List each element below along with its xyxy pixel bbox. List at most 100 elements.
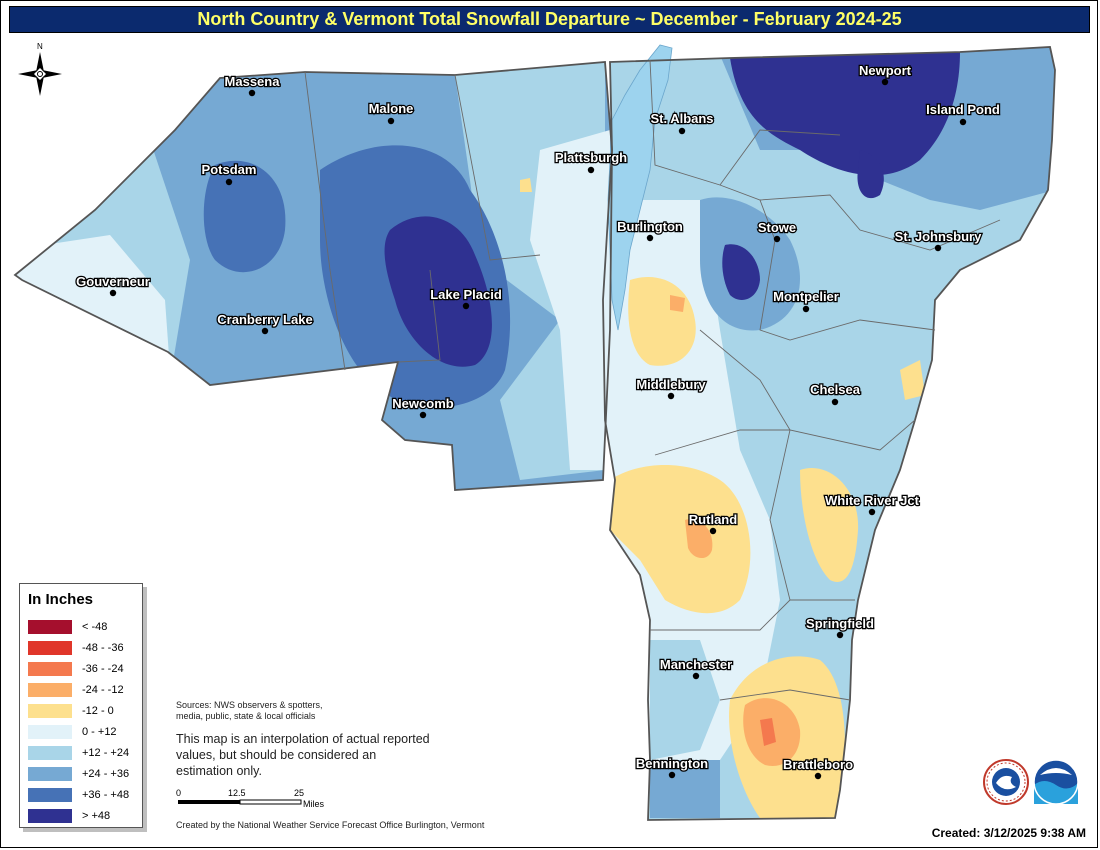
- created-date: Created: 3/12/2025 9:38 AM: [931, 826, 1086, 840]
- legend-label: +24 - +36: [82, 768, 130, 780]
- city-label-massena: Massena: [225, 74, 281, 89]
- city-label-manchester: Manchester: [660, 657, 732, 672]
- legend-swatch: [28, 620, 72, 634]
- compass-north-label: N: [37, 42, 43, 51]
- noaa-logo-icon: [1033, 759, 1079, 805]
- city-island-pond[interactable]: Island Pond: [925, 101, 1001, 126]
- disclaimer-line: estimation only.: [176, 764, 262, 778]
- city-malone[interactable]: Malone: [367, 100, 415, 125]
- legend-swatch: [28, 746, 72, 760]
- vermont-border: [602, 46, 1056, 821]
- city-label-rutland: Rutland: [689, 512, 737, 527]
- vermont-region: [603, 47, 1055, 820]
- city-label-middlebury: Middlebury: [636, 377, 706, 392]
- city-gouverneur[interactable]: Gouverneur: [75, 273, 151, 297]
- created-by-note: Created by the National Weather Service …: [176, 820, 485, 830]
- legend-swatch: [28, 767, 72, 781]
- sources-line: media, public, state & local officials: [176, 711, 316, 721]
- legend-item: +12 - +24: [28, 746, 129, 760]
- county-lines: [304, 59, 1001, 701]
- legend-label: +36 - +48: [82, 789, 130, 801]
- city-bennington[interactable]: Bennington: [635, 755, 709, 779]
- city-stowe[interactable]: Stowe: [757, 219, 797, 243]
- city-middlebury[interactable]: Middlebury: [635, 376, 708, 400]
- agency-logos: [983, 759, 1079, 805]
- city-label-plattsburgh: Plattsburgh: [555, 150, 627, 165]
- legend-item: -48 - -36: [28, 641, 124, 655]
- legend-item: < -48: [28, 620, 107, 634]
- city-st-albans[interactable]: St. Albans: [649, 110, 715, 135]
- city-label-malone: Malone: [369, 101, 414, 116]
- city-label-newport: Newport: [859, 63, 912, 78]
- scale-tick-label: 0: [176, 788, 181, 798]
- city-label-st-johnsbury: St. Johnsbury: [895, 229, 982, 244]
- legend-swatch: [28, 809, 72, 823]
- city-massena[interactable]: Massena: [223, 73, 282, 97]
- city-chelsea[interactable]: Chelsea: [809, 381, 862, 406]
- scale-segment: [178, 800, 240, 804]
- city-label-island-pond: Island Pond: [926, 102, 1000, 117]
- legend-swatch: [28, 683, 72, 697]
- city-label-lake-placid: Lake Placid: [430, 287, 502, 302]
- city-springfield[interactable]: Springfield: [805, 615, 875, 639]
- scale-segment: [239, 799, 302, 805]
- legend-label: > +48: [82, 810, 111, 822]
- legend-swatch: [28, 725, 72, 739]
- legend-label: -36 - -24: [82, 663, 124, 675]
- city-label-stowe: Stowe: [758, 220, 796, 235]
- city-potsdam[interactable]: Potsdam: [200, 161, 258, 186]
- new-york-border: [13, 61, 613, 491]
- legend-swatch: [28, 641, 72, 655]
- legend-label: -24 - -12: [82, 684, 124, 696]
- city-label-bennington: Bennington: [636, 756, 708, 771]
- disclaimer-line: This map is an interpolation of actual r…: [176, 732, 430, 746]
- legend-title: In Inches: [28, 591, 94, 608]
- city-brattleboro[interactable]: Brattleboro: [782, 756, 854, 780]
- legend-swatch: [28, 788, 72, 802]
- city-label-cranberry-lake: Cranberry Lake: [217, 312, 312, 327]
- scale-tick-label: 25: [294, 788, 304, 798]
- city-label-montpelier: Montpelier: [773, 289, 839, 304]
- legend-label: < -48: [82, 621, 108, 633]
- city-cranberry-lake[interactable]: Cranberry Lake: [216, 311, 314, 335]
- city-st-johnsbury[interactable]: St. Johnsbury: [893, 228, 983, 252]
- scale-bar: 0 12.5 25 Miles: [176, 788, 325, 809]
- city-newport[interactable]: Newport: [858, 62, 913, 86]
- city-label-white-river-jct: White River Jct: [825, 493, 920, 508]
- legend: In Inches < -48 -48 - -36 -36 - -24 -24 …: [19, 583, 143, 828]
- scale-unit-label: Miles: [303, 799, 325, 809]
- sources-note: Sources: NWS observers & spotters, media…: [176, 700, 376, 722]
- map-title: North Country & Vermont Total Snowfall D…: [9, 6, 1090, 33]
- legend-item: -36 - -24: [28, 662, 124, 676]
- legend-item: +24 - +36: [28, 767, 129, 781]
- city-markers: Massena Malone Potsdam Gouverneur Cranbe…: [75, 62, 1001, 780]
- city-label-gouverneur: Gouverneur: [76, 274, 150, 289]
- legend-item: > +48: [28, 809, 110, 823]
- city-white-river-jct[interactable]: White River Jct: [824, 492, 921, 516]
- scale-tick-label: 12.5: [228, 788, 246, 798]
- city-montpelier[interactable]: Montpelier: [772, 288, 840, 313]
- city-label-brattleboro: Brattleboro: [783, 757, 853, 772]
- legend-item: +36 - +48: [28, 788, 129, 802]
- disclaimer-text: This map is an interpolation of actual r…: [176, 731, 476, 779]
- legend-swatch: [28, 662, 72, 676]
- city-label-st-albans: St. Albans: [650, 111, 713, 126]
- legend-label: 0 - +12: [82, 726, 117, 738]
- city-plattsburgh[interactable]: Plattsburgh: [554, 149, 628, 174]
- legend-label: +12 - +24: [82, 747, 130, 759]
- city-newcomb[interactable]: Newcomb: [391, 395, 455, 419]
- city-label-potsdam: Potsdam: [202, 162, 257, 177]
- city-label-burlington: Burlington: [617, 219, 683, 234]
- city-label-chelsea: Chelsea: [810, 382, 861, 397]
- city-lake-placid[interactable]: Lake Placid: [429, 286, 503, 310]
- legend-label: -48 - -36: [82, 642, 124, 654]
- city-label-springfield: Springfield: [806, 616, 874, 631]
- city-burlington[interactable]: Burlington: [616, 218, 684, 242]
- city-rutland[interactable]: Rutland: [688, 511, 739, 535]
- legend-label: -12 - 0: [82, 705, 114, 717]
- city-manchester[interactable]: Manchester: [659, 656, 733, 680]
- nws-logo-icon: [983, 759, 1029, 805]
- city-label-newcomb: Newcomb: [392, 396, 453, 411]
